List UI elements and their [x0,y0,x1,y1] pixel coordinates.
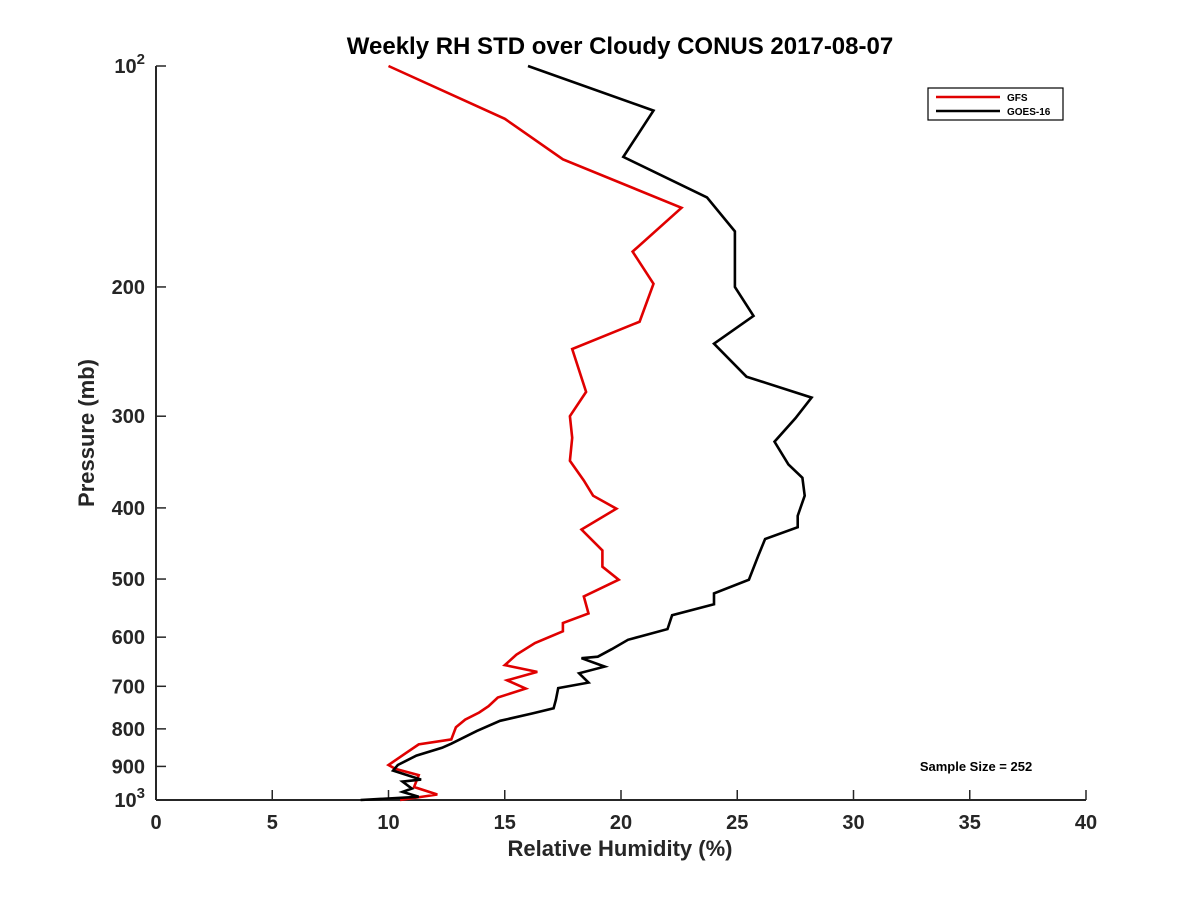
series-layer [360,64,814,802]
y-tick-label: 900 [112,756,145,778]
x-tick-label: 30 [842,812,864,834]
y-tick-label: 102 [114,51,145,78]
legend-label-goes-16: GOES-16 [1007,107,1051,118]
x-tick-label: 20 [610,812,632,834]
legend-box [927,87,1064,121]
x-tick-label: 40 [1075,812,1097,834]
y-tick-label: 600 [112,627,145,649]
x-tick-label: 25 [726,812,748,834]
legend-label-gfs: GFS [1007,93,1028,104]
series-line-goes-16 [360,64,814,802]
y-tick-label: 700 [112,676,145,698]
x-tick-label: 0 [150,812,161,834]
y-tick-label: 800 [112,719,145,741]
x-tick-label: 5 [267,812,278,834]
y-tick-label: 500 [112,569,145,591]
y-axis-label: Pressure (mb) [74,359,99,507]
y-tick-label: 400 [112,498,145,520]
y-tick-label: 300 [112,406,145,428]
x-tick-label: 35 [959,812,981,834]
plot-axes: 0 5 10 15 20 25 30 35 40 102 200 300 400 500 600 700 800… [112,51,1098,834]
chart-title: Weekly RH STD over Cloudy CONUS 2017-08-… [347,33,893,60]
x-tick-label: 15 [494,812,516,834]
series-line-gfs [386,64,684,802]
legend: GFS GOES-16 [927,87,1064,121]
y-tick-label: 200 [112,277,145,299]
sample-size-annotation: Sample Size = 252 [920,759,1032,774]
x-axis-label: Relative Humidity (%) [508,836,733,861]
y-tick-label: 103 [114,785,145,812]
x-tick-label: 10 [377,812,399,834]
